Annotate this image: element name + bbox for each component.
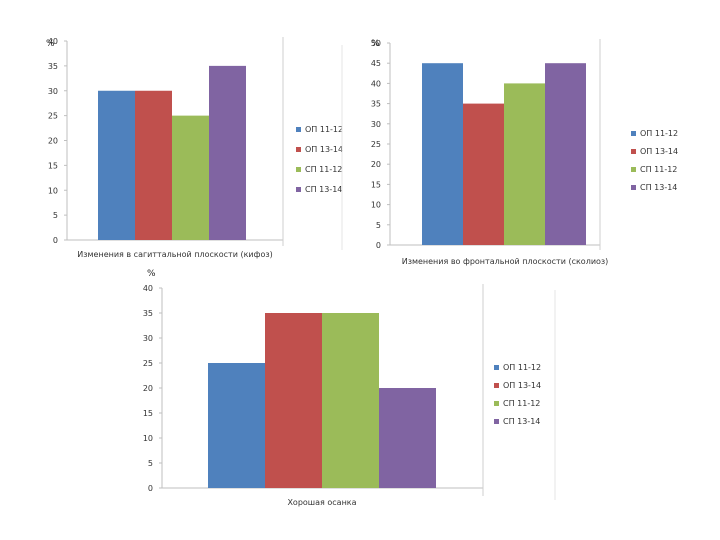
y-tick-label: 30 (143, 334, 153, 343)
x-axis-label: Хорошая осанка (287, 498, 356, 507)
y-tick-label: 40 (48, 37, 58, 46)
y-tick-label: 20 (48, 137, 58, 146)
legend-swatch (296, 127, 301, 132)
legend-swatch (494, 365, 499, 370)
legend-swatch (631, 131, 636, 136)
legend-label: ОП 11-12 (503, 363, 541, 372)
legend-swatch (494, 383, 499, 388)
y-tick-label: 30 (48, 87, 58, 96)
legend-label: СП 11-12 (640, 165, 677, 174)
y-tick-label: 5 (148, 459, 153, 468)
legend-label: СП 13-14 (640, 183, 677, 192)
bar-4 (545, 63, 586, 246)
bar-1 (422, 63, 463, 246)
y-tick-label: 25 (143, 359, 153, 368)
legend-label: СП 11-12 (503, 399, 540, 408)
y-tick-label: 35 (371, 100, 381, 109)
legend-label: ОП 11-12 (305, 125, 343, 134)
bar-3 (172, 115, 209, 240)
x-axis-label: Изменения в сагиттальной плоскости (кифо… (77, 250, 272, 259)
legend-swatch (296, 147, 301, 152)
bar-1 (98, 90, 135, 240)
legend-swatch (296, 187, 301, 192)
chart-3: 0 5 10 15 20 25 30 35 40% ОП 11-12 ОП 13-14 СП 11-1… (143, 269, 541, 507)
y-tick-label: 20 (143, 384, 153, 393)
y-tick-label: 45 (371, 59, 381, 68)
y-tick-label: 10 (371, 201, 381, 210)
bar-4 (209, 65, 246, 240)
y-tick-label: 35 (143, 309, 153, 318)
y-tick-label: 0 (53, 236, 58, 245)
bar-3 (322, 313, 379, 488)
bar-2 (135, 90, 172, 240)
y-tick-label: 15 (143, 409, 153, 418)
bar-4 (379, 388, 436, 488)
y-tick-label: 5 (376, 221, 381, 230)
y-tick-label: 0 (148, 484, 153, 493)
legend-label: ОП 13-14 (640, 147, 678, 156)
legend-swatch (494, 419, 499, 424)
y-tick-label: 40 (143, 284, 153, 293)
chart-1: 0 5 10 15 20 25 30 35 40% ОП 11-12 ОП 13-14 СП 11-1… (46, 37, 343, 259)
y-tick-label: 10 (48, 186, 58, 195)
legend-swatch (296, 167, 301, 172)
legend-label: СП 13-14 (503, 417, 540, 426)
y-tick-label: 50 (371, 39, 381, 48)
y-tick-label: 15 (371, 180, 381, 189)
y-tick-label: 15 (48, 161, 58, 170)
legend-swatch (631, 167, 636, 172)
y-tick-label: 10 (143, 434, 153, 443)
legend-label: СП 13-14 (305, 185, 342, 194)
x-axis-label: Изменения во фронтальной плоскости (скол… (402, 257, 609, 266)
y-unit-label: % (371, 39, 380, 49)
bar-1 (208, 363, 265, 488)
chart-2: 0 5 10 15 20 25 30 35 40 45 50% ОП 11-12 ОП 13-14 СП … (371, 39, 678, 266)
bar-2 (463, 103, 504, 245)
y-tick-label: 0 (376, 241, 381, 250)
y-tick-label: 20 (371, 160, 381, 169)
y-tick-label: 30 (371, 120, 381, 129)
legend-swatch (631, 149, 636, 154)
legend-label: ОП 11-12 (640, 129, 678, 138)
y-tick-label: 35 (48, 62, 58, 71)
y-tick-label: 25 (48, 112, 58, 121)
bar-2 (265, 313, 322, 488)
y-unit-label: % (147, 269, 156, 279)
legend-label: ОП 13-14 (503, 381, 541, 390)
legend-label: СП 11-12 (305, 165, 342, 174)
legend-swatch (494, 401, 499, 406)
y-tick-label: 5 (53, 211, 58, 220)
legend-label: ОП 13-14 (305, 145, 343, 154)
y-tick-label: 25 (371, 140, 381, 149)
y-unit-label: % (46, 39, 55, 49)
y-tick-label: 40 (371, 79, 381, 88)
bar-3 (504, 83, 545, 246)
legend-swatch (631, 185, 636, 190)
